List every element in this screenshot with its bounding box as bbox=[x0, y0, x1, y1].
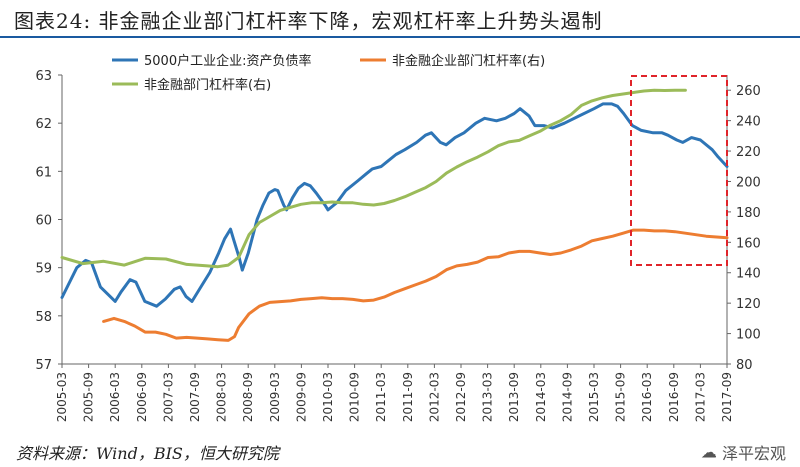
left-tick-label: 63 bbox=[35, 69, 52, 84]
series-line-0 bbox=[60, 102, 729, 308]
right-tick-label: 260 bbox=[736, 84, 761, 99]
x-tick-label: 2011-03 bbox=[374, 372, 388, 422]
source-note: 资料来源：Wind，BIS，恒大研究院 bbox=[16, 444, 279, 463]
title-rule bbox=[0, 36, 800, 38]
right-axis: 80 100 120 140 160 180 200 220 240 260 bbox=[727, 84, 761, 373]
left-tick-label: 57 bbox=[35, 358, 52, 373]
left-tick-label: 61 bbox=[35, 165, 52, 180]
x-tick-label: 2015-09 bbox=[614, 372, 628, 422]
x-tick-label: 2011-09 bbox=[401, 372, 415, 422]
left-tick-label: 62 bbox=[35, 117, 52, 132]
right-tick-label: 160 bbox=[736, 236, 761, 251]
x-tick-label: 2008-03 bbox=[215, 372, 229, 422]
wechat-icon: ☁ bbox=[700, 442, 717, 462]
x-tick-label: 2016-03 bbox=[640, 372, 654, 422]
x-tick-label: 2014-09 bbox=[560, 372, 574, 422]
x-tick-label: 2016-09 bbox=[667, 372, 681, 422]
x-tick-label: 2014-03 bbox=[534, 372, 548, 422]
right-tick-label: 220 bbox=[736, 145, 761, 160]
brand-name: 泽平宏观 bbox=[721, 444, 786, 463]
x-tick-label: 2017-09 bbox=[720, 372, 734, 422]
right-tick-label: 100 bbox=[736, 328, 761, 343]
right-tick-label: 80 bbox=[736, 358, 753, 373]
x-tick-label: 2009-03 bbox=[268, 372, 282, 422]
x-tick-label: 2005-03 bbox=[55, 372, 69, 422]
x-tick-label: 2010-09 bbox=[348, 372, 362, 422]
right-tick-label: 180 bbox=[736, 206, 761, 221]
series-layer bbox=[60, 88, 729, 342]
highlight-box bbox=[630, 75, 728, 266]
x-tick-label: 2017-03 bbox=[693, 372, 707, 422]
series-line-1 bbox=[102, 228, 729, 342]
left-axis: 57 58 59 60 61 62 63 bbox=[35, 69, 62, 373]
legend: 5000户工业企业:资产负债率 非金融企业部门杠杆率(右) 非金融部门杠杆率(右) bbox=[112, 53, 545, 93]
line-chart: 57 58 59 60 61 62 63 80 100 120 140 160 180 200 220 24… bbox=[35, 53, 761, 422]
x-tick-label: 2007-09 bbox=[188, 372, 202, 422]
legend-label-2: 非金融部门杠杆率(右) bbox=[144, 77, 271, 93]
left-tick-label: 58 bbox=[35, 310, 52, 325]
x-tick-label: 2006-09 bbox=[135, 372, 149, 422]
x-tick-label: 2015-03 bbox=[587, 372, 601, 422]
figure-title: 图表24: 非金融企业部门杠杆率下降，宏观杠杆率上升势头遏制 bbox=[14, 9, 603, 33]
x-tick-label: 2005-09 bbox=[82, 372, 96, 422]
x-axis: 2005-03 2005-09 2006-03 2006-09 2007-03 2007-… bbox=[55, 364, 734, 422]
right-tick-label: 120 bbox=[736, 297, 761, 312]
x-tick-label: 2009-09 bbox=[294, 372, 308, 422]
x-tick-label: 2008-09 bbox=[241, 372, 255, 422]
x-tick-label: 2012-09 bbox=[454, 372, 468, 422]
x-tick-label: 2007-03 bbox=[161, 372, 175, 422]
x-tick-label: 2013-09 bbox=[507, 372, 521, 422]
right-tick-label: 200 bbox=[736, 175, 761, 190]
series-line-2 bbox=[60, 88, 687, 269]
right-tick-label: 240 bbox=[736, 115, 761, 130]
left-tick-label: 59 bbox=[35, 262, 52, 277]
left-tick-label: 60 bbox=[35, 214, 52, 229]
x-tick-label: 2006-03 bbox=[108, 372, 122, 422]
legend-label-0: 5000户工业企业:资产负债率 bbox=[144, 53, 311, 69]
x-tick-label: 2010-03 bbox=[321, 372, 335, 422]
x-tick-label: 2013-03 bbox=[481, 372, 495, 422]
brand-mark: ☁ 泽平宏观 bbox=[701, 440, 786, 464]
x-tick-label: 2012-03 bbox=[427, 372, 441, 422]
right-tick-label: 140 bbox=[736, 267, 761, 282]
legend-label-1: 非金融企业部门杠杆率(右) bbox=[392, 53, 545, 69]
